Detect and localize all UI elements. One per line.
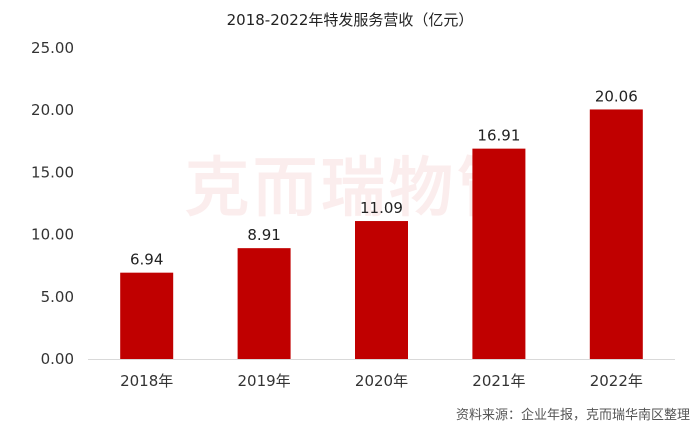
data-label: 8.91 — [247, 226, 280, 244]
watermark: 克而瑞物管 — [185, 152, 525, 226]
bar — [589, 109, 643, 359]
x-tick-label: 2021年 — [472, 372, 525, 390]
bar — [120, 272, 174, 359]
chart-title: 2018-2022年特发服务营收（亿元） — [227, 11, 474, 29]
bars — [120, 109, 643, 359]
y-tick-label: 0.00 — [41, 350, 74, 368]
x-tick-label: 2019年 — [238, 372, 291, 390]
y-tick-label: 20.00 — [31, 101, 74, 119]
y-axis-ticks: 0.00 5.00 10.00 15.00 20.00 25.00 — [31, 39, 74, 368]
data-labels: 6.94 8.91 11.09 16.91 20.06 — [130, 87, 638, 268]
x-tick-label: 2020年 — [355, 372, 408, 390]
data-label: 11.09 — [360, 199, 403, 217]
y-tick-label: 15.00 — [31, 163, 74, 181]
bar — [472, 148, 526, 359]
bar — [355, 221, 408, 359]
bar — [237, 248, 291, 359]
x-tick-label: 2022年 — [590, 372, 643, 390]
y-tick-label: 10.00 — [31, 226, 74, 244]
x-tick-label: 2018年 — [120, 372, 173, 390]
source-note: 资料来源：企业年报，克而瑞华南区整理 — [456, 407, 690, 423]
y-tick-label: 5.00 — [41, 288, 74, 306]
x-axis-ticks: 2018年 2019年 2020年 2021年 2022年 — [120, 372, 643, 390]
data-label: 16.91 — [477, 127, 520, 145]
data-label: 20.06 — [595, 87, 638, 105]
y-tick-label: 25.00 — [31, 39, 74, 57]
data-label: 6.94 — [130, 251, 163, 269]
